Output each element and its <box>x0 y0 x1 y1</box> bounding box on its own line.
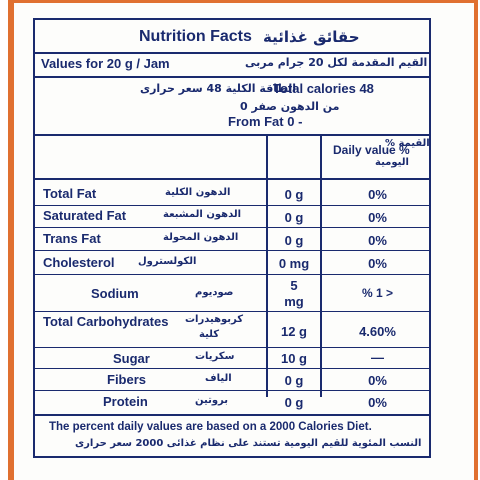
divider <box>35 368 429 369</box>
nutrient-name: Cholesterol <box>43 255 115 270</box>
nutrient-name: Trans Fat <box>43 231 101 246</box>
calories-from-fat: From Fat 0 - <box>228 114 303 129</box>
nutrient-amount: 0 g <box>284 187 304 202</box>
nutrient-daily-value: % 1 > <box>361 286 394 300</box>
nutrient-name-arabic: الياف <box>205 373 232 384</box>
column-divider <box>320 134 322 397</box>
nutrient-amount: 12 g <box>280 324 307 339</box>
divider <box>35 76 429 78</box>
nutrient-name: Total Fat <box>43 186 97 201</box>
nutrient-name: Sugar <box>113 351 150 366</box>
footer-note-arabic: النسب المئوية للقيم اليومية تستند على نظ… <box>75 438 422 449</box>
nutrient-daily-value: 0% <box>368 210 387 225</box>
nutrient-name: Fibers <box>107 372 147 387</box>
nutrient-amount: 0 mg <box>278 256 310 271</box>
divider <box>35 227 429 228</box>
nutrient-name: Sodium <box>91 286 139 301</box>
serving-size: Values for 20 g / Jam <box>41 56 170 71</box>
nutrient-name: Saturated Fat <box>43 208 127 223</box>
divider <box>35 205 429 206</box>
nutrient-name-arabic: كربوهيدرات <box>185 314 244 325</box>
divider <box>35 134 429 136</box>
divider <box>35 414 429 416</box>
serving-size-arabic: القيم المقدمة لكل 20 جرام مربى <box>245 56 428 69</box>
nutrient-name-arabic: بروتين <box>195 395 229 406</box>
divider <box>35 250 429 251</box>
divider <box>35 178 429 180</box>
total-calories: Total calories 48 <box>273 81 374 96</box>
nutrient-name-arabic: الدهون المشبعة <box>163 209 242 220</box>
nutrient-amount: 5 <box>290 278 298 293</box>
daily-value-header-arabic-2: اليومية <box>375 157 409 168</box>
nutrient-name-arabic: صوديوم <box>195 287 234 298</box>
nutrient-amount-unit: mg <box>284 294 304 309</box>
nutrient-name-arabic: الدهون الكلية <box>165 187 231 198</box>
nutrient-name: Total Carbohydrates <box>43 314 169 329</box>
divider <box>35 274 429 275</box>
divider <box>35 52 429 54</box>
nutrient-amount: 0 g <box>284 233 304 248</box>
daily-value-header-arabic: القيمة % <box>385 138 430 149</box>
nutrient-daily-value: 4.60% <box>359 324 396 339</box>
nutrient-amount: 0 g <box>284 395 304 410</box>
nutrient-name: Protein <box>103 394 148 409</box>
title: Nutrition Facts <box>139 28 252 45</box>
nutrient-daily-value: — <box>371 350 384 365</box>
calories-arabic: الطاقة الكلية 48 سعر حرارى <box>140 82 297 95</box>
nutrient-amount: 0 g <box>284 373 304 388</box>
nutrition-facts-panel: Nutrition Facts حقائق غذائية Values for … <box>33 18 431 458</box>
nutrient-name-arabic: الكولسترول <box>138 256 197 267</box>
divider <box>35 390 429 391</box>
nutrient-name-arabic: سكريات <box>195 351 235 362</box>
nutrient-daily-value: 0% <box>368 373 387 388</box>
fat-calories-arabic: من الدهون صفر 0 <box>240 100 340 113</box>
divider <box>35 347 429 348</box>
footer-note: The percent daily values are based on a … <box>49 421 372 433</box>
title-arabic: حقائق غذائية <box>263 28 360 46</box>
divider <box>35 311 429 312</box>
daily-value-header: Daily value % <box>333 143 410 157</box>
nutrient-daily-value: 0% <box>368 187 387 202</box>
nutrient-amount: 10 g <box>280 351 307 366</box>
nutrient-amount: 0 g <box>284 210 304 225</box>
nutrient-daily-value: 0% <box>368 256 387 271</box>
nutrient-name-arabic: الدهون المحولة <box>163 232 239 243</box>
nutrient-daily-value: 0% <box>368 233 387 248</box>
column-divider <box>266 134 268 397</box>
nutrient-daily-value: 0% <box>368 395 387 410</box>
nutrient-name-arabic-2: كلية <box>199 329 220 340</box>
